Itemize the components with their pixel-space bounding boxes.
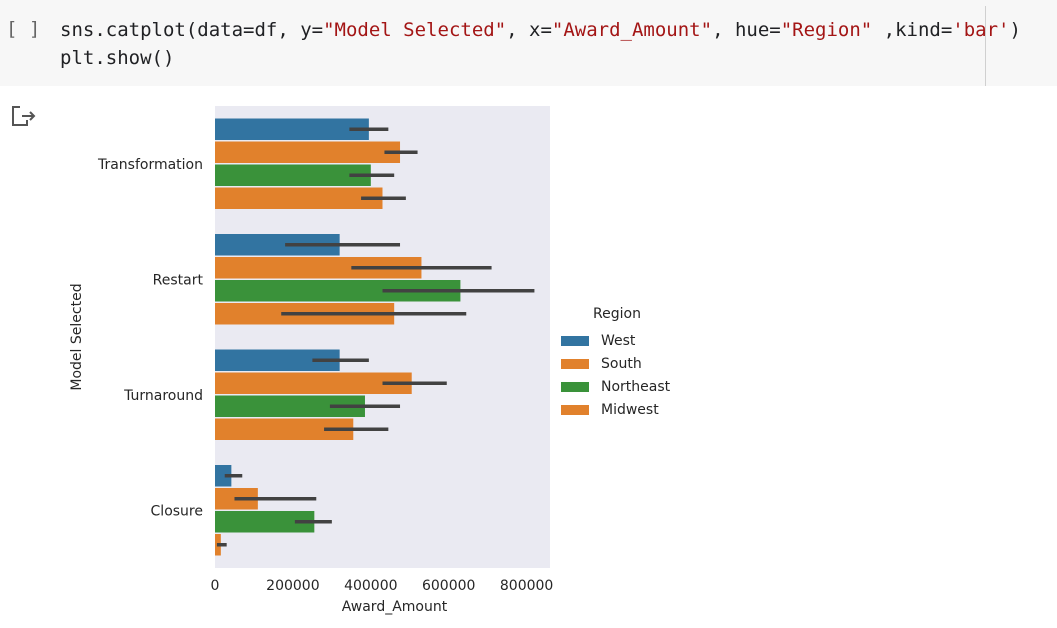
x-tick-label: 600000: [422, 578, 475, 594]
legend-swatch: [561, 405, 589, 415]
legend-swatch: [561, 359, 589, 369]
code-token: sns.catplot(data=df, y=: [60, 19, 324, 41]
code-string: "Award_Amount": [551, 19, 713, 41]
bar-northeast: [215, 395, 365, 417]
bar-west: [215, 349, 340, 371]
bar-northeast: [215, 164, 371, 186]
output-arrow-icon[interactable]: [10, 104, 38, 128]
y-tick-label: Turnaround: [123, 388, 203, 404]
code-cell[interactable]: [ ] sns.catplot(data=df, y="Model Select…: [0, 0, 1057, 86]
legend-item: Northeast: [601, 379, 671, 395]
x-tick-label: 200000: [266, 578, 319, 594]
code-line: plt.show(): [60, 47, 175, 69]
legend-item: South: [601, 356, 642, 372]
code-editor[interactable]: sns.catplot(data=df, y="Model Selected",…: [60, 16, 1021, 72]
legend-item: Midwest: [601, 402, 659, 418]
code-token: ): [1009, 19, 1021, 41]
bar-south: [215, 141, 401, 163]
code-token: ,kind=: [872, 19, 953, 41]
y-tick-label: Closure: [151, 503, 203, 519]
bar-northeast: [215, 511, 315, 533]
bar-west: [215, 118, 369, 140]
code-token: , x=: [506, 19, 552, 41]
code-string: 'bar': [952, 19, 1010, 41]
bar-midwest: [215, 418, 354, 440]
legend-title: Region: [593, 306, 641, 322]
code-string: "Region": [780, 19, 873, 41]
legend-swatch: [561, 336, 589, 346]
bar-midwest: [215, 187, 383, 209]
x-axis-label: Award_Amount: [342, 599, 448, 615]
bar-chart: Transformation Restart Turnaround Closure 0 2…: [69, 106, 671, 615]
y-tick-label: Transformation: [97, 157, 203, 173]
run-cell-button[interactable]: [ ]: [6, 18, 41, 40]
y-tick-label: Restart: [153, 272, 204, 288]
code-token: , hue=: [712, 19, 781, 41]
x-tick-label: 400000: [344, 578, 397, 594]
bar-west: [215, 234, 340, 256]
legend-swatch: [561, 382, 589, 392]
legend-item: West: [601, 333, 636, 349]
ruler-line: [985, 6, 986, 86]
bar-south: [215, 257, 422, 279]
y-axis-label: Model Selected: [69, 283, 85, 390]
bar-west: [215, 465, 232, 487]
bar-south: [215, 372, 412, 394]
code-string: "Model Selected": [323, 19, 507, 41]
bar-northeast: [215, 280, 461, 302]
x-tick-label: 0: [211, 578, 220, 594]
x-tick-label: 800000: [500, 578, 553, 594]
